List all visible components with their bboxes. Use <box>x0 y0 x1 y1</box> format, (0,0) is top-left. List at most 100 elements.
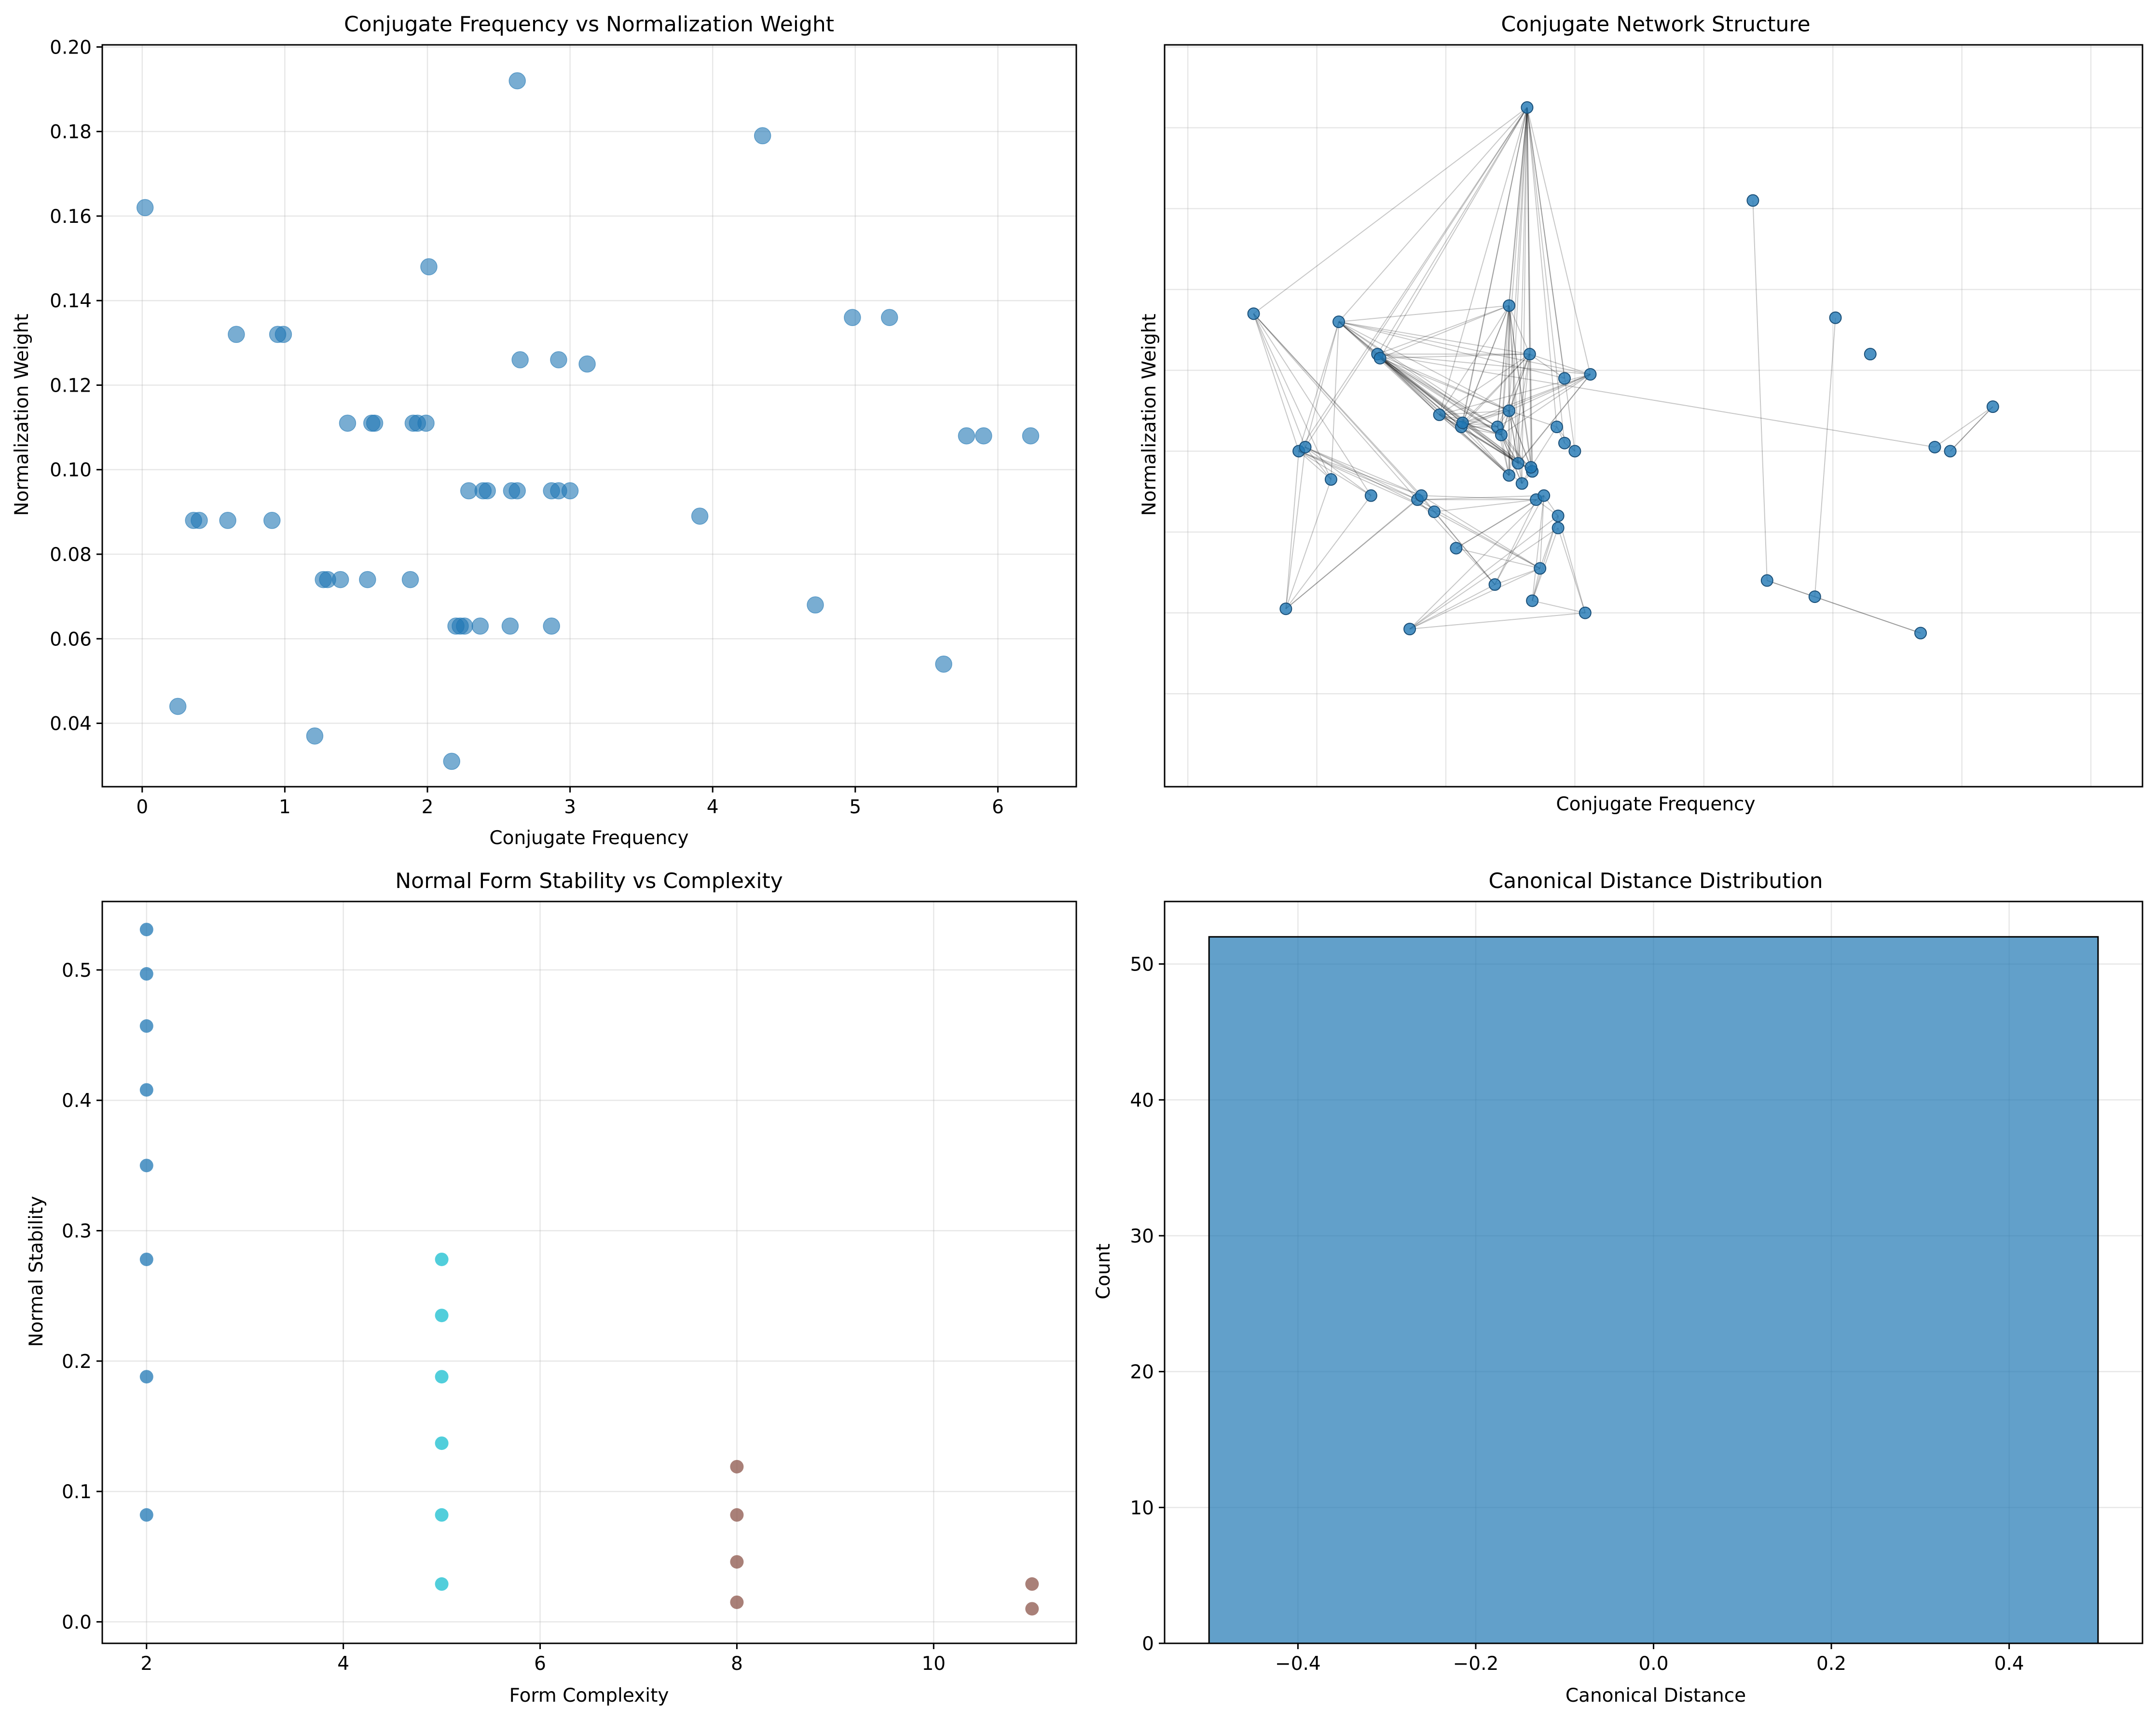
scatter-point <box>730 1460 744 1474</box>
network-edge <box>1253 314 1300 451</box>
network-node <box>1324 473 1337 486</box>
panel4-axes-frame <box>1164 901 2143 1644</box>
network-node <box>1558 437 1571 450</box>
network-edge <box>1298 107 1528 451</box>
network-node <box>1552 509 1565 522</box>
network-edge <box>1380 357 1498 427</box>
network-edge <box>1497 305 1510 427</box>
network-edge <box>1417 495 1544 500</box>
panel3-ylabel: Normal Stability <box>26 1196 47 1347</box>
network-edge <box>1305 447 1372 496</box>
network-node <box>1534 562 1547 575</box>
panel1-ytick-label: 0.12 <box>50 375 92 396</box>
panel1-ytick-label: 0.08 <box>50 544 92 566</box>
network-edge <box>1439 354 1530 415</box>
network-edge <box>1253 313 1332 480</box>
network-edge <box>1434 511 1496 585</box>
network-edge <box>1501 374 1591 436</box>
panel-frequency-vs-weight: Conjugate Frequency vs Normalization Wei… <box>11 12 1077 849</box>
network-node <box>1403 623 1416 636</box>
network-edge <box>1461 354 1530 427</box>
network-node <box>1279 602 1292 615</box>
network-edge <box>1526 107 1557 427</box>
network-edge <box>1526 107 1533 472</box>
network-edge <box>1338 321 1498 427</box>
network-edge <box>1509 107 1528 306</box>
scatter-point <box>359 571 376 588</box>
network-edge <box>1526 107 1565 379</box>
panel1-ylabel: Normalization Weight <box>11 314 33 516</box>
scatter-point <box>935 656 952 673</box>
network-edge <box>1752 200 1768 581</box>
network-edge <box>1377 354 1502 436</box>
network-node <box>1550 421 1563 434</box>
network-edge <box>1529 354 1533 472</box>
panel1-ytick-label: 0.18 <box>50 122 92 143</box>
network-node <box>1986 400 1999 413</box>
network-edge <box>1338 321 1510 411</box>
panel4-xtick-label: 0.0 <box>1638 1653 1668 1675</box>
network-edge <box>1338 305 1510 323</box>
network-edge <box>1409 495 1544 629</box>
network-edge <box>1330 322 1340 480</box>
network-node <box>1746 194 1759 207</box>
network-edge <box>1497 354 1530 427</box>
network-edge <box>1377 354 1463 423</box>
network-edge <box>1439 414 1510 476</box>
network-edge <box>1439 414 1519 464</box>
network-edge <box>1526 107 1576 451</box>
network-edge <box>1253 314 1306 448</box>
scatter-point <box>1025 1577 1039 1591</box>
network-edge <box>1509 305 1533 472</box>
scatter-point <box>561 482 579 500</box>
network-edge <box>1439 410 1510 415</box>
panel4-ytick-label: 50 <box>1130 954 1154 976</box>
network-edge <box>1338 321 1565 379</box>
network-edge <box>1767 580 1921 634</box>
network-edge <box>1532 600 1585 614</box>
scatter-point <box>366 414 384 432</box>
scatter-point <box>139 967 153 981</box>
scatter-point <box>435 1508 449 1522</box>
network-edge <box>1509 354 1530 476</box>
network-edge <box>1509 354 1530 411</box>
network-edge <box>1517 354 1530 464</box>
panel1-xtick-label: 5 <box>849 796 861 818</box>
panel4-title: Canonical Distance Distribution <box>1488 869 1823 893</box>
panel1-ytick-label: 0.14 <box>50 290 92 312</box>
network-edge <box>1305 447 1422 496</box>
network-edge <box>1253 313 1435 512</box>
panel3-ytick-label: 0.1 <box>62 1481 92 1503</box>
network-edge <box>1461 374 1591 427</box>
network-edge <box>1379 357 1462 427</box>
network-edge <box>1421 495 1537 500</box>
scatter-point <box>479 482 496 500</box>
panel3-xtick-label: 6 <box>534 1653 546 1675</box>
network-node <box>1928 440 1941 453</box>
network-node <box>1450 542 1463 555</box>
scatter-point <box>435 1252 449 1266</box>
scatter-point <box>219 512 236 529</box>
network-edge <box>1253 313 1422 496</box>
network-node <box>1864 348 1877 361</box>
network-node <box>1568 445 1581 458</box>
scatter-point <box>543 617 560 635</box>
network-edge <box>1509 374 1591 411</box>
scatter-point <box>139 923 153 937</box>
scatter-point <box>958 427 975 445</box>
network-edge <box>1500 107 1528 435</box>
network-edge <box>1434 499 1537 513</box>
network-edge <box>1501 354 1530 436</box>
network-edge <box>1380 357 1502 436</box>
network-node <box>1526 594 1539 607</box>
network-edge <box>1494 495 1545 585</box>
network-edge <box>1814 596 1921 634</box>
network-edge <box>1456 499 1537 549</box>
scatter-point <box>975 427 992 445</box>
network-edge <box>1379 107 1528 359</box>
panel3-grid <box>102 901 1076 1643</box>
network-edge <box>1338 107 1528 322</box>
scatter-point <box>139 1083 153 1097</box>
panel4-xtick-label: 0.2 <box>1816 1653 1846 1675</box>
network-edge <box>1517 374 1591 464</box>
